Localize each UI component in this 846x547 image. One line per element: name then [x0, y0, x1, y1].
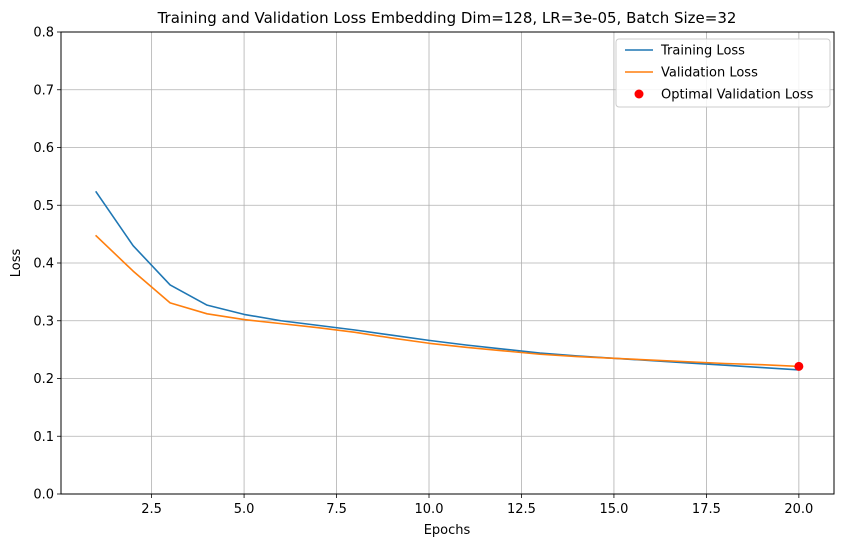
y-tick-label: 0.2 — [33, 372, 54, 387]
chart-title: Training and Validation Loss Embedding D… — [157, 9, 737, 27]
x-tick-label: 2.5 — [141, 502, 162, 517]
series-line-training-loss — [95, 190, 800, 371]
optimal-validation-point — [794, 361, 804, 371]
y-tick-label: 0.3 — [33, 314, 54, 329]
legend-marker-swatch — [634, 89, 644, 99]
series-line-validation-loss — [95, 234, 800, 368]
y-tick-label: 0.5 — [33, 199, 54, 214]
y-tick-label: 0.8 — [33, 26, 54, 41]
x-tick-label: 5.0 — [234, 502, 255, 517]
series-layer — [95, 190, 804, 371]
legend-box — [615, 38, 831, 108]
x-tick-label: 17.5 — [692, 502, 721, 517]
y-tick-label: 0.7 — [33, 83, 54, 98]
y-axis-label: Loss — [9, 249, 24, 278]
y-tick-label: 0.0 — [33, 488, 54, 503]
legend: Training Loss Validation Loss Optimal Vali… — [615, 38, 831, 108]
y-tick-label: 0.1 — [33, 430, 54, 445]
x-axis-label: Epochs — [424, 523, 471, 538]
x-tick-label: 20.0 — [784, 502, 813, 517]
x-tick-label: 12.5 — [507, 502, 536, 517]
legend-label: Training Loss — [660, 44, 745, 59]
y-tick-label: 0.6 — [33, 141, 54, 156]
x-axis-ticks: 2.5 5.0 7.5 10.0 12.5 15.0 17.5 20.0 — [141, 494, 813, 517]
y-tick-label: 0.4 — [33, 257, 54, 272]
legend-label: Optimal Validation Loss — [661, 88, 814, 103]
legend-label: Validation Loss — [661, 66, 758, 81]
x-tick-label: 15.0 — [599, 502, 628, 517]
x-tick-label: 7.5 — [326, 502, 347, 517]
x-tick-label: 10.0 — [415, 502, 444, 517]
y-axis-ticks: 0.0 0.1 0.2 0.3 0.4 0.5 0.6 0.7 0.8 — [33, 26, 61, 503]
